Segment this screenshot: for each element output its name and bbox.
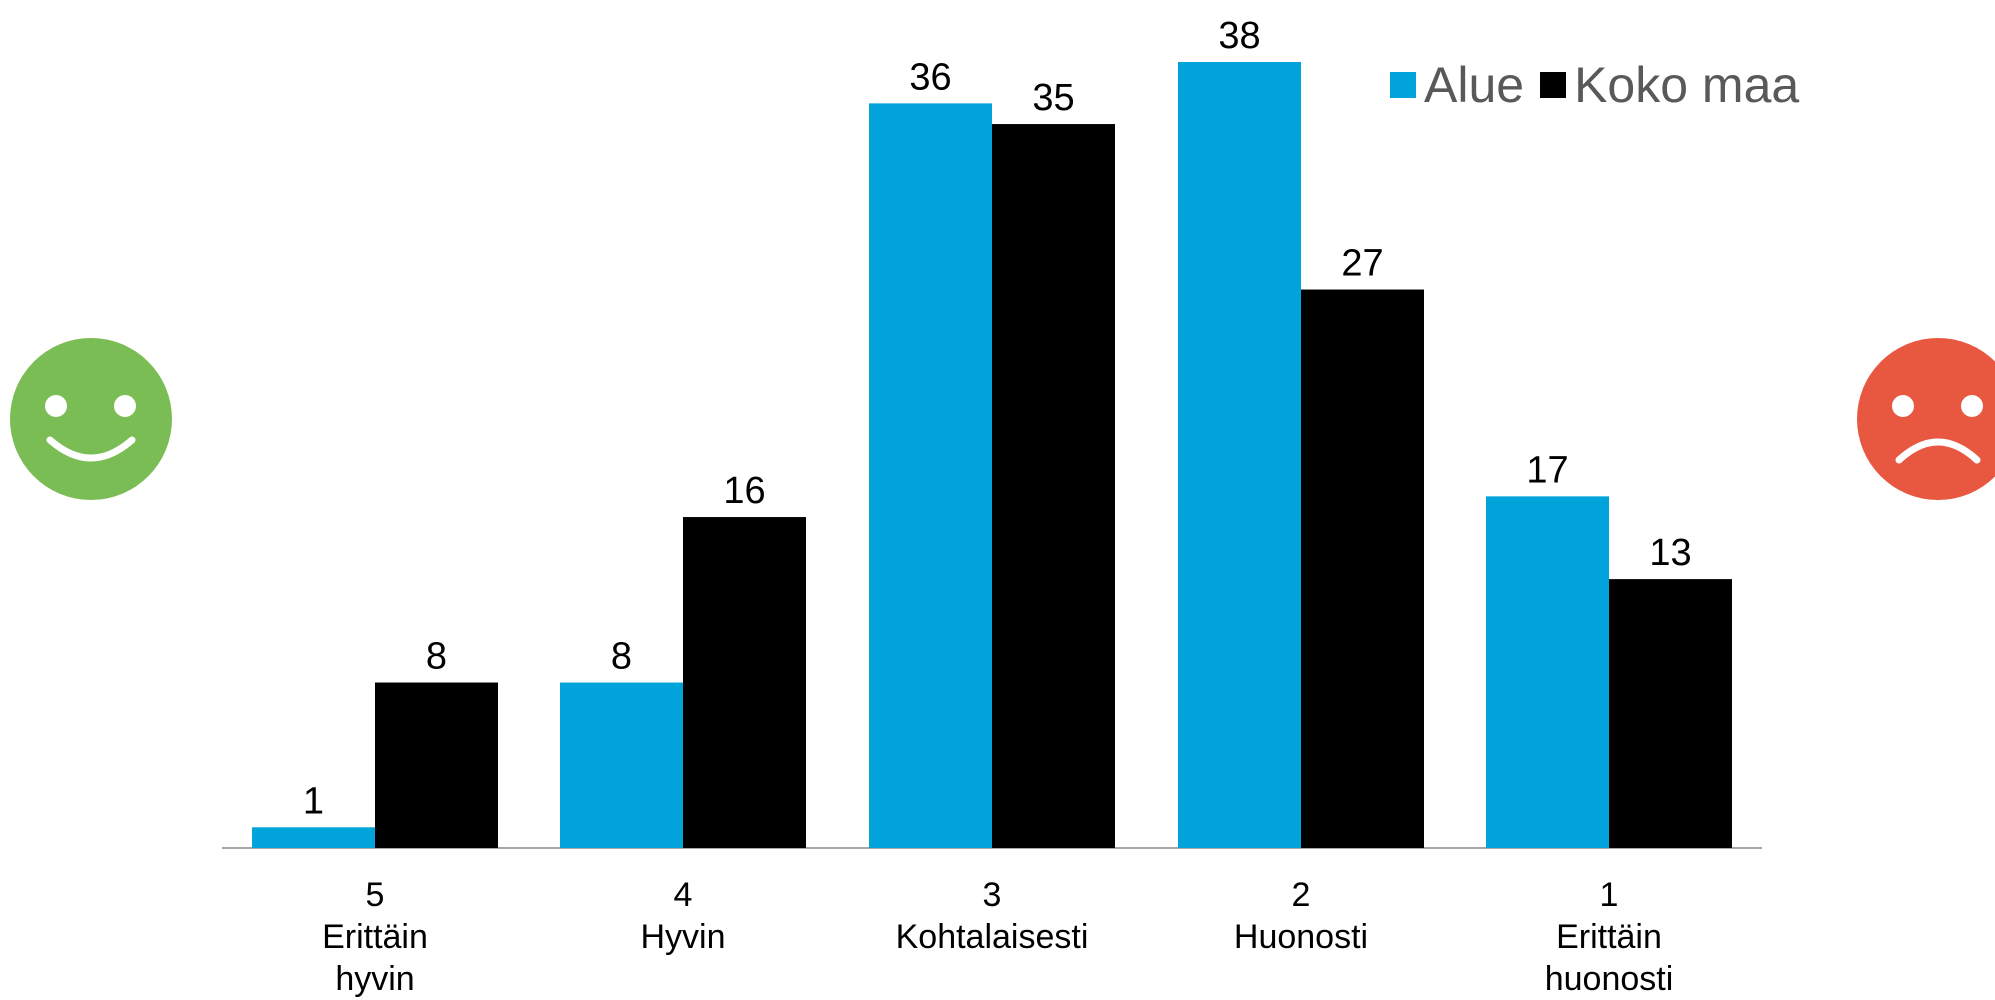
bar-alue-2 bbox=[1178, 62, 1301, 848]
data-label: 16 bbox=[723, 470, 765, 512]
legend-item-alue: Alue bbox=[1390, 56, 1524, 114]
data-label: 8 bbox=[611, 636, 632, 678]
data-label: 1 bbox=[303, 780, 324, 822]
legend-label-koko-maa: Koko maa bbox=[1574, 57, 1800, 113]
category-label: 3 Kohtalaisesti bbox=[895, 876, 1089, 956]
legend-swatch-alue bbox=[1390, 72, 1416, 98]
smiley-face-icon bbox=[10, 338, 172, 500]
data-label: 36 bbox=[909, 56, 951, 98]
data-label: 13 bbox=[1649, 532, 1691, 574]
bar-koko-maa-5 bbox=[375, 682, 498, 848]
data-label: 8 bbox=[426, 636, 447, 678]
bar-alue-3 bbox=[869, 103, 992, 849]
bar-koko-maa-1 bbox=[1609, 579, 1732, 848]
bar-alue-5 bbox=[252, 827, 375, 848]
bar-alue-4 bbox=[560, 682, 683, 848]
data-label: 27 bbox=[1341, 243, 1383, 285]
legend-item-koko-maa: Koko maa bbox=[1540, 56, 1799, 114]
category-label: 5 Erittäin hyvin bbox=[322, 876, 428, 998]
data-label: 17 bbox=[1526, 449, 1568, 491]
category-label: 2 Huonosti bbox=[1233, 876, 1369, 956]
bar-alue-1 bbox=[1486, 496, 1609, 848]
category-label: 1 Erittäin huonosti bbox=[1544, 876, 1674, 998]
bar-koko-maa-3 bbox=[992, 124, 1115, 849]
sad-face-icon bbox=[1857, 338, 1995, 500]
bar-koko-maa-4 bbox=[683, 517, 806, 848]
legend-label-alue: Alue bbox=[1424, 57, 1525, 113]
chart-legend: Alue Koko maa bbox=[1390, 56, 1815, 114]
category-label: 4 Hyvin bbox=[640, 876, 726, 956]
data-label: 38 bbox=[1218, 15, 1260, 57]
data-label: 35 bbox=[1032, 77, 1074, 119]
legend-swatch-koko-maa bbox=[1540, 72, 1567, 98]
bar-koko-maa-2 bbox=[1301, 289, 1424, 848]
